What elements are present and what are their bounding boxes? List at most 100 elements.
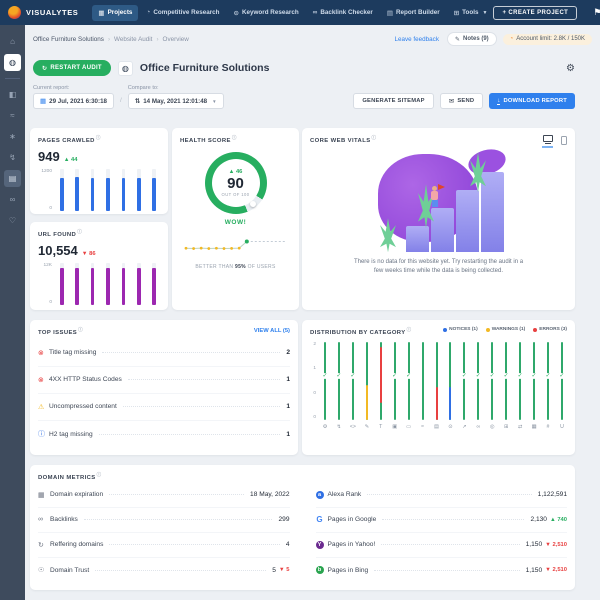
metric-row-pages-in-yahoo[interactable]: Y Pages in Yahoo! 1,150 ▼ 2,510 [315, 533, 567, 558]
sidebar-item-home[interactable]: ⌂ [4, 33, 21, 50]
bar-track [90, 262, 95, 305]
health-delta: ▲ 46 [228, 168, 243, 175]
issue-count: 2 [286, 349, 290, 357]
leave-feedback-link[interactable]: Leave feedback [394, 35, 439, 43]
gauge-marker-dot [249, 200, 256, 207]
metric-row-alexa-rank[interactable]: a Alexa Rank 1,122,591 [315, 483, 567, 508]
breadcrumb-item-website-audit[interactable]: Website Audit [114, 35, 153, 43]
metric-row-reffering-domains[interactable]: ↻ Reffering domains 4 [38, 533, 290, 558]
column-line: ✓ [336, 341, 342, 420]
distribution-column-pulse[interactable]: ≈ [418, 341, 428, 430]
metric-label: Domain expiration [50, 491, 104, 499]
create-project-button[interactable]: + CREATE PROJECT [493, 5, 578, 20]
column-line: ✓ [406, 341, 412, 420]
distribution-column-usability[interactable]: ✓ U [557, 341, 567, 430]
nav-item-backlink-checker[interactable]: ∞ Backlink Checker [307, 5, 379, 20]
flag-icon[interactable]: ⚑ [593, 7, 600, 17]
issue-row-h2-tag-missing[interactable]: ⓘ H2 tag missing 1 [38, 421, 290, 448]
bar [106, 268, 110, 305]
metric-value: 4 [285, 541, 290, 549]
distribution-column-pencil[interactable]: ✎ [362, 341, 372, 430]
distribution-column-grid[interactable]: ✓ ⊞ [501, 341, 511, 430]
distribution-y-axis: 2 1 0 0 [310, 342, 316, 420]
breadcrumb-item-office-furniture-solutions[interactable]: Office Furniture Solutions [33, 35, 104, 43]
health-score-sub: OUT OF 100 [221, 191, 250, 197]
notes-button[interactable]: ✎ Notes (9) [446, 32, 497, 46]
column-line: ✓ [503, 341, 509, 420]
distribution-column-gear[interactable]: ✓ ⚙ [320, 341, 330, 430]
distribution-column-code[interactable]: ✓ <> [348, 341, 358, 430]
sidebar-item-reports[interactable]: ▤ [4, 170, 21, 187]
chevron-down-icon: ▼ [482, 9, 488, 16]
account-limit-label: Account limit: 2.8K / 150K [516, 36, 585, 42]
bar-track [121, 262, 126, 305]
backlink-checker-icon: ∞ [312, 9, 318, 16]
generate-sitemap-button[interactable]: GENERATE SITEMAP [353, 93, 434, 109]
distribution-column-hash[interactable]: ✓ # [543, 341, 553, 430]
nav-item-competitive-research[interactable]: ◔ Competitive Research [140, 5, 225, 20]
metric-row-domain-trust[interactable]: ☉ Domain Trust 5 ▼ 5 [38, 558, 290, 583]
pulse-icon: ≈ [421, 423, 424, 430]
distribution-column-image[interactable]: ✓ ▣ [390, 341, 400, 430]
sidebar-item-lightning[interactable]: ↯ [4, 149, 21, 166]
nav-item-label: Keyword Research [241, 9, 299, 16]
send-button[interactable]: ✉ SEND [439, 93, 484, 109]
issue-row-title-tag-missing[interactable]: ⊗ Title tag missing 2 [38, 340, 290, 367]
distribution-column-doc[interactable]: ✓ ▭ [404, 341, 414, 430]
url-found-delta: ▼ 86 [81, 250, 96, 257]
metric-value: 2,130 [530, 516, 547, 524]
sidebar-item-thumbs-up[interactable]: ♡ [4, 212, 21, 229]
pages-crawled-chart: 1200 0 [38, 168, 160, 211]
metric-row-backlinks[interactable]: ∞ Backlinks 299 [38, 508, 290, 533]
metric-value: 1,150 [525, 541, 543, 549]
pencil-icon: ✎ [454, 36, 460, 43]
metric-row-domain-expiration[interactable]: ▦ Domain expiration 18 May, 2022 [38, 483, 290, 508]
legend-label: NOTICES (1) [449, 327, 478, 332]
sidebar-item-site-audit[interactable]: ◍ [4, 54, 21, 71]
issue-row-uncompressed-content[interactable]: ⚠ Uncompressed content 1 [38, 394, 290, 421]
top-issues-title: TOP ISSUESⓘ [38, 327, 84, 336]
nav-item-report-builder[interactable]: ▤ Report Builder [381, 5, 446, 21]
bar-track [121, 168, 126, 211]
download-report-button[interactable]: ↓ DOWNLOAD REPORT [489, 93, 575, 109]
distribution-column-lightning[interactable]: ✓ ↯ [334, 341, 344, 430]
sidebar-item-analytics[interactable]: ◧ [4, 86, 21, 103]
nav-item-projects[interactable]: ▦ Projects [92, 4, 139, 21]
check-icon: ✓ [322, 373, 328, 380]
distribution-column-search[interactable]: ⊙ [445, 341, 455, 430]
restart-audit-label: RESTART AUDIT [50, 65, 102, 71]
bar-track [152, 168, 156, 211]
desktop-toggle-icon[interactable] [542, 135, 553, 149]
sidebar-item-pulse[interactable]: ≈ [4, 107, 21, 124]
distribution-column-title[interactable]: T [376, 341, 386, 430]
restart-audit-button[interactable]: ↻ RESTART AUDIT [33, 60, 111, 76]
distribution-column-external[interactable]: ✓ ↗ [459, 341, 469, 430]
distribution-column-calendar[interactable]: ✓ ▦ [529, 341, 539, 430]
sort-icon: ⇅ [134, 98, 141, 105]
column-line: ✓ [517, 341, 523, 420]
current-report-datepicker[interactable]: ▦ 29 Jul, 2021 6:30:18 [33, 93, 114, 109]
metric-row-pages-in-bing[interactable]: b Pages in Bing 1,150 ▼ 2,510 [315, 558, 567, 583]
distribution-column-swap[interactable]: ✓ ⇄ [515, 341, 525, 430]
nav-item-keyword-research[interactable]: ⊙ Keyword Research [228, 5, 305, 21]
chart-y-axis: 1200 0 [38, 169, 52, 211]
check-icon: ✓ [517, 373, 523, 380]
brand-logo-icon [8, 6, 21, 19]
nav-item-tools[interactable]: ⊞ Tools ▼ [448, 5, 494, 21]
settings-gear-icon[interactable]: ⚙ [566, 62, 575, 74]
distribution-column-link[interactable]: ✓ ∞ [473, 341, 483, 430]
check-icon: ✓ [461, 373, 467, 380]
metric-row-pages-in-google[interactable]: G Pages in Google 2,130 ▲ 740 [315, 508, 567, 533]
view-all-link[interactable]: VIEW ALL (5) [253, 328, 290, 335]
sidebar-item-backlinks[interactable]: ∞ [4, 191, 21, 208]
notice-icon: ⓘ [38, 431, 45, 439]
check-icon: ✓ [350, 373, 356, 380]
mobile-toggle-icon[interactable] [561, 136, 567, 145]
compare-to-dropdown[interactable]: ⇅ 14 May, 2021 12:01:48 ▼ [127, 93, 224, 109]
error-icon: ⊗ [38, 376, 44, 384]
issue-row-4xx-http-status-codes[interactable]: ⊗ 4XX HTTP Status Codes 1 [38, 367, 290, 394]
target-icon: ◎ [489, 423, 495, 430]
distribution-column-page[interactable]: ▤ [432, 341, 442, 430]
distribution-column-target[interactable]: ✓ ◎ [487, 341, 497, 430]
sidebar-item-keywords[interactable]: ∗ [4, 128, 21, 145]
